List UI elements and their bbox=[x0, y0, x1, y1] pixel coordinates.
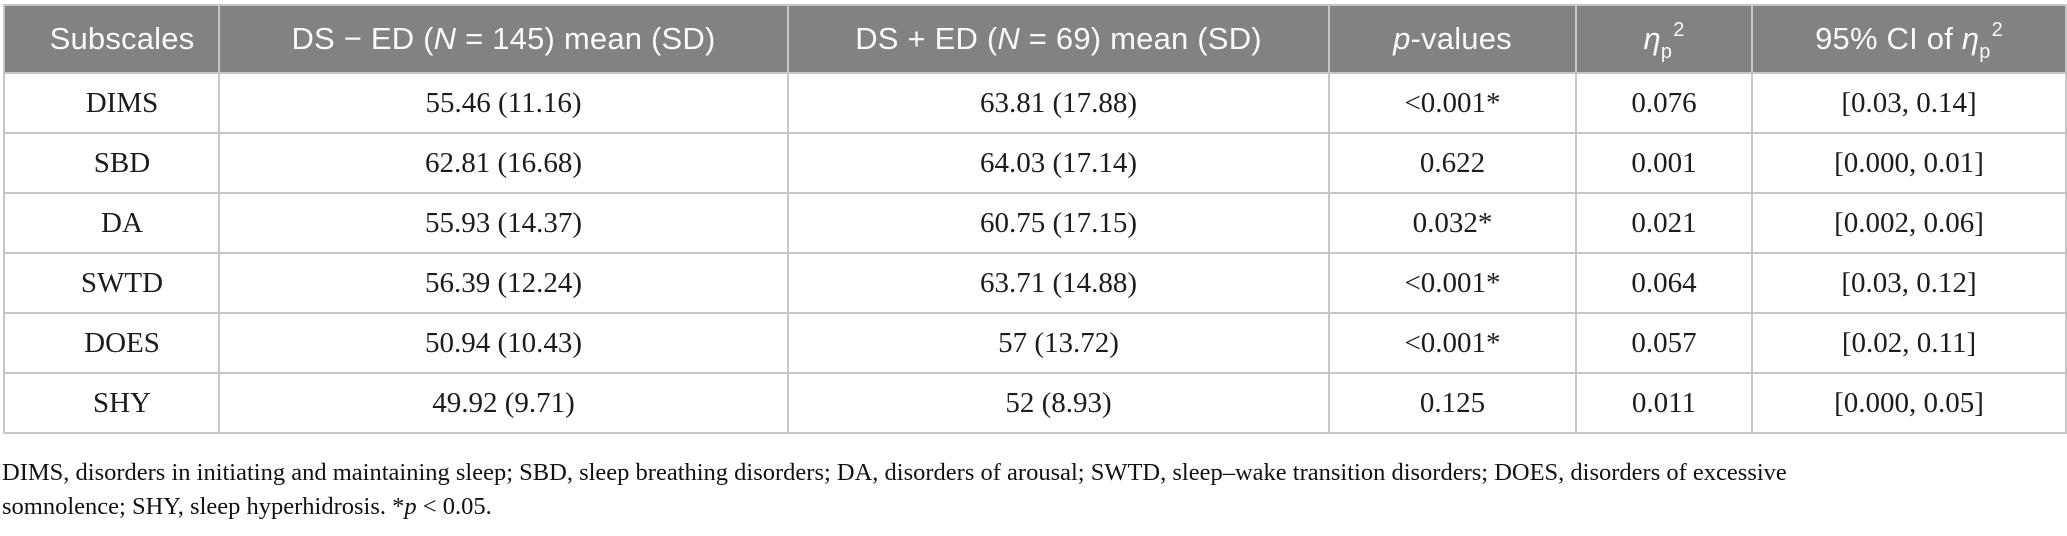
col-header-subscales: Subscales bbox=[3, 4, 220, 74]
cell-subscale: SBD bbox=[3, 132, 220, 194]
cell-group1-mean: 56.39 (12.24) bbox=[218, 252, 789, 314]
cell-subscale: DIMS bbox=[3, 72, 220, 134]
subscales-statistics-table: Subscales DS − ED (N = 145) mean (SD) DS… bbox=[3, 4, 2067, 434]
cell-group2-mean: 63.71 (14.88) bbox=[787, 252, 1330, 314]
cell-group1-mean: 55.93 (14.37) bbox=[218, 192, 789, 254]
cell-subscale: SHY bbox=[3, 372, 220, 434]
table-row-dims: DIMS 55.46 (11.16) 63.81 (17.88) <0.001*… bbox=[3, 72, 2067, 134]
ci-eta-superscript: 2 bbox=[1991, 19, 2003, 41]
cell-eta-squared: 0.011 bbox=[1575, 372, 1753, 434]
cell-ci: [0.000, 0.05] bbox=[1751, 372, 2067, 434]
cell-p-value: <0.001* bbox=[1328, 72, 1577, 134]
footnote-line1: DIMS, disorders in initiating and mainta… bbox=[2, 459, 1787, 486]
cell-group2-mean: 64.03 (17.14) bbox=[787, 132, 1330, 194]
cell-ci: [0.000, 0.01] bbox=[1751, 132, 2067, 194]
cell-eta-squared: 0.021 bbox=[1575, 192, 1753, 254]
cell-group2-mean: 63.81 (17.88) bbox=[787, 72, 1330, 134]
cell-p-value: 0.032* bbox=[1328, 192, 1577, 254]
cell-group2-mean: 52 (8.93) bbox=[787, 372, 1330, 434]
cell-p-value: 0.125 bbox=[1328, 372, 1577, 434]
table-row-swtd: SWTD 56.39 (12.24) 63.71 (14.88) <0.001*… bbox=[3, 252, 2067, 314]
table-footnote: DIMS, disorders in initiating and mainta… bbox=[2, 456, 2067, 524]
col-header-group2-n: N bbox=[997, 21, 1020, 56]
ci-header-pre: 95% CI of bbox=[1815, 21, 1962, 56]
cell-group1-mean: 55.46 (11.16) bbox=[218, 72, 789, 134]
cell-p-value: <0.001* bbox=[1328, 312, 1577, 374]
cell-subscale: SWTD bbox=[3, 252, 220, 314]
cell-subscale: DOES bbox=[3, 312, 220, 374]
cell-eta-squared: 0.001 bbox=[1575, 132, 1753, 194]
eta-subscript: p bbox=[1660, 41, 1673, 63]
table-row-sbd: SBD 62.81 (16.68) 64.03 (17.14) 0.622 0.… bbox=[3, 132, 2067, 194]
cell-p-value: <0.001* bbox=[1328, 252, 1577, 314]
cell-ci: [0.02, 0.11] bbox=[1751, 312, 2067, 374]
col-header-subscales-label: Subscales bbox=[49, 21, 195, 56]
col-header-eta-squared: ηp2 bbox=[1575, 4, 1753, 74]
col-header-group2-post: = 69) mean (SD) bbox=[1019, 21, 1262, 56]
footnote-p-italic: p bbox=[404, 493, 417, 520]
eta-superscript: 2 bbox=[1673, 19, 1685, 41]
table-row-does: DOES 50.94 (10.43) 57 (13.72) <0.001* 0.… bbox=[3, 312, 2067, 374]
cell-eta-squared: 0.076 bbox=[1575, 72, 1753, 134]
footnote-line2-post: < 0.05. bbox=[416, 493, 492, 520]
cell-ci: [0.002, 0.06] bbox=[1751, 192, 2067, 254]
col-header-ds-plus-ed: DS + ED (N = 69) mean (SD) bbox=[787, 4, 1330, 74]
footnote-line2-pre: somnolence; SHY, sleep hyperhidrosis. * bbox=[2, 493, 405, 520]
col-header-group1-pre: DS − ED ( bbox=[291, 21, 434, 56]
cell-ci: [0.03, 0.14] bbox=[1751, 72, 2067, 134]
col-header-group1-post: = 145) mean (SD) bbox=[456, 21, 716, 56]
header-row: Subscales DS − ED (N = 145) mean (SD) DS… bbox=[3, 4, 2067, 74]
col-header-p-italic: p bbox=[1393, 21, 1411, 56]
eta-symbol: η bbox=[1643, 21, 1661, 56]
cell-group1-mean: 50.94 (10.43) bbox=[218, 312, 789, 374]
ci-eta-subscript: p bbox=[1979, 41, 1991, 63]
cell-group2-mean: 60.75 (17.15) bbox=[787, 192, 1330, 254]
table-row-da: DA 55.93 (14.37) 60.75 (17.15) 0.032* 0.… bbox=[3, 192, 2067, 254]
cell-eta-squared: 0.057 bbox=[1575, 312, 1753, 374]
cell-eta-squared: 0.064 bbox=[1575, 252, 1753, 314]
ci-eta-symbol: η bbox=[1961, 21, 1980, 56]
col-header-ci-eta-squared: 95% CI of ηp2 bbox=[1751, 4, 2067, 74]
table-row-shy: SHY 49.92 (9.71) 52 (8.93) 0.125 0.011 [… bbox=[3, 372, 2067, 434]
cell-group1-mean: 62.81 (16.68) bbox=[218, 132, 789, 194]
cell-p-value: 0.622 bbox=[1328, 132, 1577, 194]
col-header-p-values: p-values bbox=[1328, 4, 1577, 74]
col-header-group1-n: N bbox=[433, 21, 457, 56]
cell-group1-mean: 49.92 (9.71) bbox=[218, 372, 789, 434]
cell-group2-mean: 57 (13.72) bbox=[787, 312, 1330, 374]
col-header-ds-minus-ed: DS − ED (N = 145) mean (SD) bbox=[218, 4, 789, 74]
col-header-p-post: -values bbox=[1410, 21, 1512, 56]
cell-subscale: DA bbox=[3, 192, 220, 254]
col-header-group2-pre: DS + ED ( bbox=[855, 21, 998, 56]
cell-ci: [0.03, 0.12] bbox=[1751, 252, 2067, 314]
